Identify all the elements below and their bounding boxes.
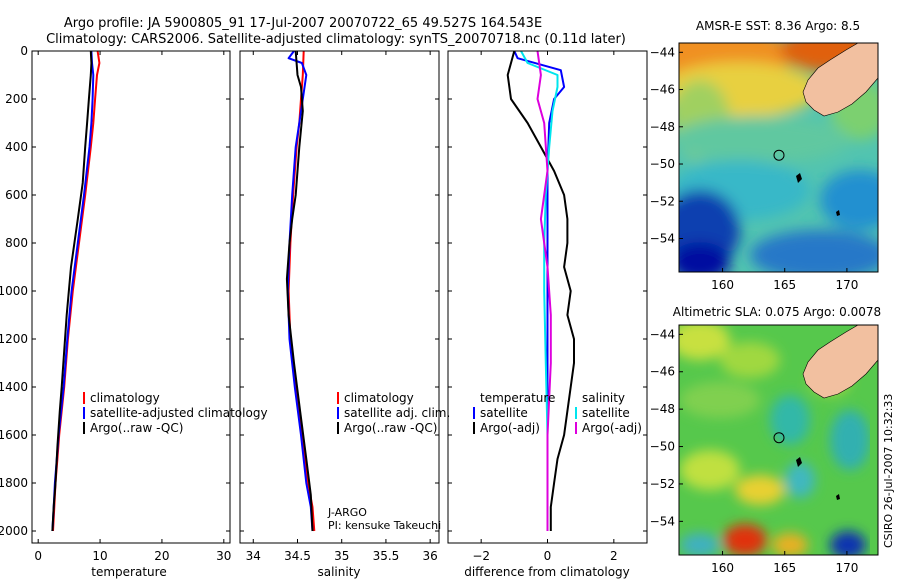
temperature-legend: climatology satellite-adjusted climatolo…	[83, 391, 268, 435]
sst-map-lat-label: −52	[650, 194, 675, 208]
sst-argo-marker	[773, 149, 785, 161]
temperature-xtick-label: 0	[34, 549, 42, 563]
sla-map-lon-label: 160	[711, 561, 734, 575]
difference-legend-sal-argo: Argo(-adj)	[582, 421, 642, 435]
salinity-legend-argo: Argo(..raw -QC)	[344, 421, 437, 435]
depth-tick-label: 1600	[0, 428, 28, 442]
temperature-legend-satellite: satellite-adjusted climatology	[90, 406, 268, 420]
temperature-series-climatology	[52, 50, 101, 532]
difference-xtick-label: 0	[544, 549, 552, 563]
sst-map-lat-label: −44	[650, 45, 675, 59]
difference-xtick-label: 2	[610, 549, 618, 563]
sst-island-small	[836, 210, 840, 216]
depth-tick-label: 1800	[0, 476, 28, 490]
sla-map-frame	[678, 324, 879, 556]
sst-island	[796, 173, 802, 183]
sst-map-panel: AMSR-E SST: 8.36 Argo: 8.5 −44−46−4	[650, 19, 879, 292]
salinity-xtick-label: 35	[334, 549, 349, 563]
difference-series-temperature-argo-adj	[506, 50, 575, 531]
difference-legend-sal-satellite: satellite	[582, 406, 630, 420]
difference-axes-frame	[447, 50, 648, 544]
temperature-xlabel: temperature	[91, 565, 166, 579]
sla-map-title: Altimetric SLA: 0.075 Argo: 0.0078	[673, 305, 881, 319]
sla-map-lat-label: −52	[650, 477, 675, 491]
difference-xtick-label: −2	[472, 549, 490, 563]
depth-tick-label: 600	[5, 188, 28, 202]
salinity-profile-panel: 34 34.5 35 35.5 36 salinity climatology sate…	[239, 50, 450, 579]
sst-map-lon-label: 160	[711, 278, 734, 292]
depth-tick-label: 800	[5, 236, 28, 250]
sst-map-lon-label: 165	[773, 278, 796, 292]
sst-map-lat-label: −50	[650, 157, 675, 171]
depth-tick-label: 1200	[0, 332, 28, 346]
temperature-axes-frame	[31, 50, 231, 544]
sla-map-lat-label: −50	[650, 440, 675, 454]
salinity-xtick-label: 35.5	[373, 549, 400, 563]
salinity-axes-frame	[239, 50, 440, 544]
temperature-xtick-label: 30	[216, 549, 231, 563]
difference-legend-salinity-title: salinity	[582, 391, 625, 405]
timestamp-label: CSIRO 26-Jul-2007 10:32:33	[882, 394, 895, 548]
sla-map-lon-label: 170	[835, 561, 858, 575]
salinity-xtick-label: 36	[423, 549, 438, 563]
temperature-xtick-label: 10	[92, 549, 107, 563]
salinity-xlabel: salinity	[317, 565, 360, 579]
sst-map-lon-label: 170	[835, 278, 858, 292]
sst-map-lat-label: −54	[650, 231, 675, 245]
sla-island-small	[836, 494, 840, 500]
salinity-xtick-label: 34.5	[284, 549, 311, 563]
difference-xlabel: difference from climatology	[464, 565, 630, 579]
sla-map-lat-label: −46	[650, 365, 675, 379]
sla-map-lat-label: −48	[650, 402, 675, 416]
salinity-legend-climatology: climatology	[344, 391, 414, 405]
sla-map-lat-label: −44	[650, 327, 675, 341]
temperature-xtick-label: 20	[154, 549, 169, 563]
figure-title-line1: Argo profile: JA 5900805_91 17-Jul-2007 …	[64, 16, 542, 31]
sla-argo-marker	[773, 432, 785, 444]
temperature-series-argo-raw-qc	[51, 50, 93, 532]
difference-legend-temp-argo: Argo(-adj)	[480, 421, 540, 435]
sst-map-lat-label: −46	[650, 83, 675, 97]
sla-map-lon-label: 165	[773, 561, 796, 575]
difference-legend-temp-satellite: satellite	[480, 406, 528, 420]
salinity-legend-satellite: satellite adj. clim.	[344, 406, 450, 420]
temperature-legend-argo: Argo(..raw -QC)	[90, 421, 183, 435]
pi-label: PI: kensuke Takeuchi	[328, 519, 441, 532]
program-label: J-ARGO	[327, 506, 367, 519]
sst-map-title: AMSR-E SST: 8.36 Argo: 8.5	[696, 19, 860, 33]
difference-legend: temperature satellite Argo(-adj) salinit…	[473, 391, 642, 435]
temperature-profile-panel: 0 200 400 600 800 1000 1200 1400 1600 1800 2000 0 10…	[0, 44, 268, 579]
salinity-legend: climatology satellite adj. clim. Argo(..…	[337, 391, 450, 435]
sst-map-frame	[678, 42, 879, 273]
difference-series-salinity-argo-adj	[536, 50, 552, 531]
depth-tick-label: 0	[20, 44, 28, 58]
figure-title-line2: Climatology: CARS2006. Satellite-adjuste…	[46, 32, 626, 47]
salinity-series-argo-raw-qc	[285, 50, 314, 532]
difference-profile-panel: −2 0 2 difference from climatology tempera…	[447, 50, 648, 579]
difference-legend-temperature-title: temperature	[480, 391, 555, 405]
sst-land-shape	[802, 43, 878, 117]
depth-tick-label: 1400	[0, 380, 28, 394]
sla-island	[796, 457, 802, 467]
depth-tick-label: 200	[5, 92, 28, 106]
sla-map-lat-label: −54	[650, 514, 675, 528]
temperature-legend-climatology: climatology	[90, 391, 160, 405]
sla-map-panel: Altimetric SLA: 0.075 Argo: 0.0078	[650, 305, 882, 575]
salinity-series-satellite-adj-clim	[286, 50, 314, 532]
sst-map-lat-label: −48	[650, 120, 675, 134]
sla-land-shape	[802, 325, 878, 399]
depth-tick-label: 2000	[0, 524, 28, 538]
depth-tick-label: 400	[5, 140, 28, 154]
salinity-xtick-label: 34	[246, 549, 261, 563]
depth-tick-label: 1000	[0, 284, 28, 298]
